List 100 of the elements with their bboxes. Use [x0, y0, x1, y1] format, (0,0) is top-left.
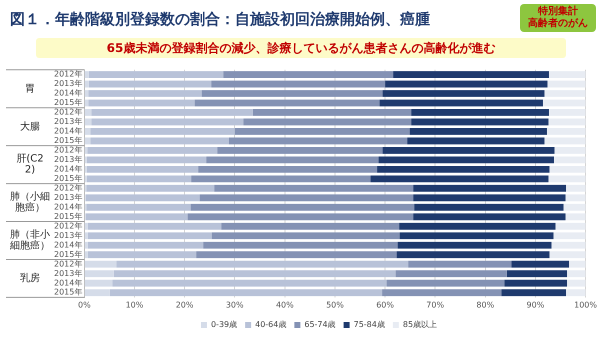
- text: 大腸: [20, 120, 40, 132]
- bar: [88, 251, 196, 258]
- bar: [191, 175, 371, 182]
- bar: [413, 194, 566, 202]
- bar: [84, 146, 88, 154]
- bar: [86, 175, 192, 182]
- bar: [382, 146, 554, 154]
- bar: [542, 100, 586, 106]
- legend-label: 0-39歳: [210, 320, 238, 330]
- y-tick-label: 2012年: [54, 259, 82, 268]
- bar: [544, 138, 586, 144]
- bar: [84, 128, 90, 135]
- bar: [506, 270, 568, 278]
- y-tick-label: 2013年: [54, 154, 82, 164]
- text: 胃: [25, 83, 35, 94]
- bar: [84, 270, 114, 278]
- bar: [549, 251, 586, 258]
- x-tick-label: 20%: [176, 300, 194, 310]
- y-tick-label: 2013年: [54, 192, 82, 202]
- bar: [393, 71, 549, 78]
- bar: [566, 194, 586, 202]
- bar: [548, 175, 586, 182]
- bar: [84, 90, 88, 97]
- x-tick-label: 40%: [276, 300, 294, 310]
- bar: [84, 71, 89, 78]
- bar: [410, 128, 547, 135]
- bar: [212, 232, 400, 240]
- bar: [88, 100, 195, 106]
- bar: [110, 289, 382, 296]
- bar: [114, 270, 396, 278]
- x-tick-label: 90%: [526, 300, 545, 310]
- y-tick-label: 2012年: [54, 221, 82, 230]
- legend-label: 85歳以上: [402, 320, 438, 330]
- bar: [203, 242, 398, 249]
- x-tick-label: 30%: [226, 300, 244, 310]
- bar: [555, 222, 586, 230]
- y-tick-label: 2012年: [54, 108, 82, 117]
- text: 肝(C22): [16, 154, 44, 176]
- bar: [87, 146, 218, 154]
- bar: [84, 109, 92, 116]
- legend-label: 40-64歳: [255, 320, 286, 330]
- bar: [567, 280, 586, 287]
- bar: [386, 280, 504, 287]
- y-tick-label: 2012年: [54, 183, 82, 192]
- bar: [90, 138, 229, 144]
- text: 肺（非小細胞癌）: [9, 228, 50, 252]
- y-tick-label: 2013年: [54, 79, 82, 88]
- bar: [547, 80, 586, 88]
- y-tick-label: 2012年: [54, 145, 82, 154]
- bar: [88, 90, 202, 97]
- x-tick-label: 80%: [476, 300, 495, 310]
- y-tick-label: 2013年: [54, 230, 82, 240]
- x-tick-label: 70%: [426, 300, 444, 310]
- y-tick-label: 2013年: [54, 117, 82, 126]
- y-tick-label: 2014年: [54, 164, 82, 174]
- bar: [84, 280, 112, 287]
- y-tick-label: 2014年: [54, 240, 82, 250]
- legend-label: 65-74歳: [304, 320, 336, 330]
- bar: [221, 222, 400, 230]
- legend-label: 75-84歳: [354, 320, 385, 330]
- bar: [243, 118, 412, 126]
- y-tick-label: 2014年: [54, 126, 82, 136]
- bar: [396, 251, 550, 258]
- bar: [190, 204, 414, 211]
- bar: [84, 289, 110, 296]
- y-tick-label: 2015年: [54, 98, 82, 108]
- bar: [385, 80, 548, 88]
- text: 肺（小細胞癌）: [10, 190, 50, 214]
- bar: [211, 80, 386, 88]
- badge: 特別集計 高齢者のがん: [520, 4, 596, 32]
- bar: [551, 242, 586, 249]
- bar: [228, 138, 408, 144]
- bar: [88, 80, 212, 88]
- bar: [200, 194, 414, 202]
- bar: [84, 260, 116, 268]
- bar: [112, 280, 387, 287]
- bar: [86, 213, 188, 220]
- bar: [548, 109, 586, 116]
- bar: [400, 232, 554, 240]
- bar: [378, 156, 554, 164]
- bar: [546, 128, 586, 135]
- bar: [206, 156, 379, 164]
- bar: [91, 109, 253, 116]
- text: 乳房: [20, 272, 40, 284]
- bar: [408, 260, 512, 268]
- bar: [549, 166, 586, 173]
- bar: [188, 213, 414, 220]
- bar: [554, 156, 586, 164]
- bar: [84, 251, 88, 258]
- bar: [380, 100, 543, 106]
- bar: [411, 109, 549, 116]
- bar: [567, 270, 586, 278]
- bar: [90, 128, 235, 135]
- bar: [566, 289, 586, 296]
- bar: [396, 270, 507, 278]
- bar: [84, 242, 88, 249]
- bar: [413, 184, 566, 192]
- bar: [88, 242, 204, 249]
- bar: [377, 166, 550, 173]
- y-tick-label: 2012年: [54, 70, 82, 79]
